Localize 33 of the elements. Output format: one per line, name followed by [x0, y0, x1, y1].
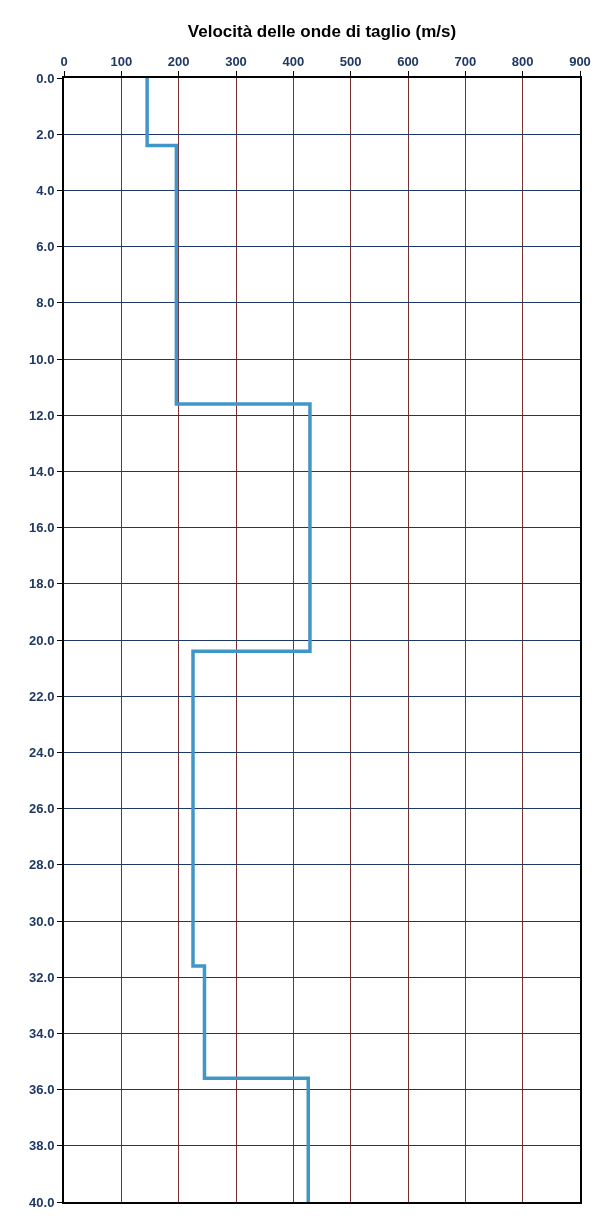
y-tick-label: 10.0	[29, 351, 55, 367]
y-tick-label: 30.0	[29, 913, 55, 929]
y-tick-label: 36.0	[29, 1082, 55, 1098]
y-tick-label: 0.0	[36, 70, 55, 86]
y-tick-label: 16.0	[29, 520, 55, 536]
y-tick-label: 40.0	[29, 1194, 55, 1210]
y-tick-label: 18.0	[29, 576, 55, 592]
x-tick-label: 500	[339, 53, 362, 69]
x-axis-title: Velocità delle onde di taglio (m/s)	[187, 21, 457, 41]
y-tick-label: 20.0	[29, 632, 55, 648]
x-tick-label: 0	[60, 53, 68, 69]
x-tick-label: 300	[225, 53, 247, 69]
x-tick-label: 800	[511, 53, 534, 69]
y-tick-label: 22.0	[29, 688, 55, 704]
y-tick-label: 34.0	[29, 1025, 55, 1041]
y-tick-label: 14.0	[29, 463, 55, 479]
x-tick-label: 200	[167, 53, 190, 69]
y-tick-label: 4.0	[36, 182, 55, 198]
y-tick-label: 8.0	[36, 295, 55, 311]
line-series	[145, 78, 312, 1202]
y-tick-label: 26.0	[29, 801, 55, 817]
y-tick-label: 32.0	[29, 969, 55, 985]
x-tick-label: 900	[569, 53, 591, 69]
y-tick-label: 24.0	[29, 744, 55, 760]
x-tick-label: 600	[397, 53, 419, 69]
x-tick-label: 700	[454, 53, 477, 69]
y-tick-label: 38.0	[29, 1138, 55, 1154]
y-tick-label: 12.0	[29, 407, 55, 423]
y-tick-label: 6.0	[36, 239, 55, 255]
x-tick-label: 400	[282, 53, 305, 69]
x-tick-label: 100	[110, 53, 133, 69]
y-tick-label: 28.0	[29, 857, 55, 873]
y-tick-label: 2.0	[36, 126, 55, 142]
